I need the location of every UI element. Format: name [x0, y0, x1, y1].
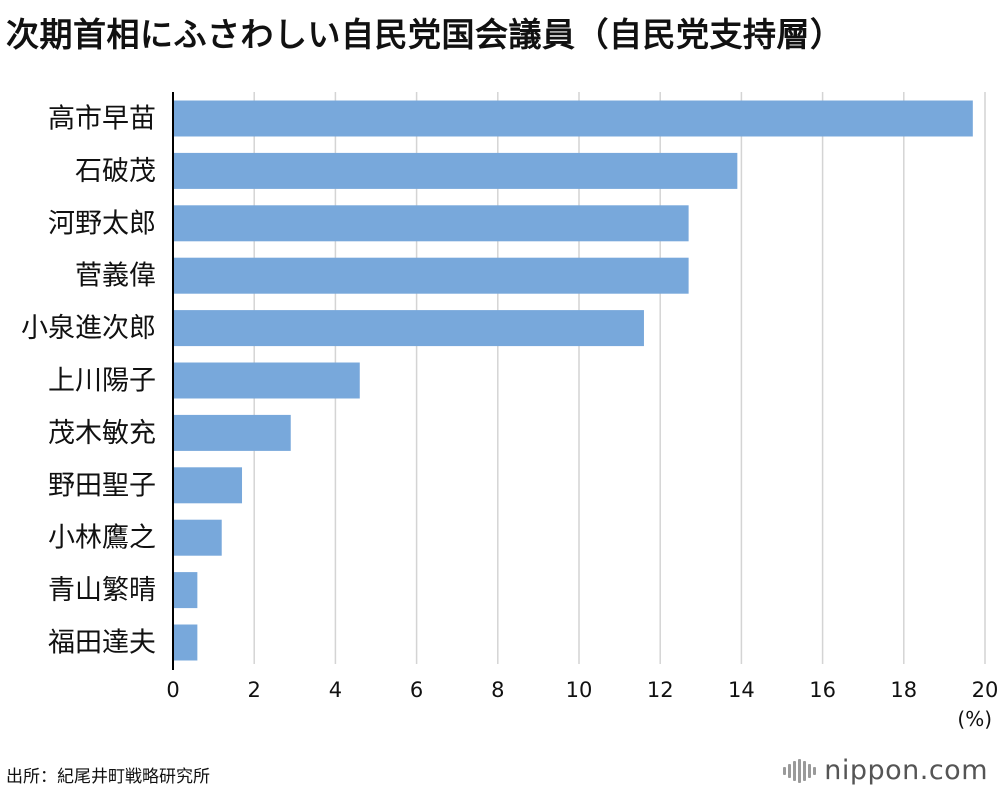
x-tick-label: 2: [248, 678, 261, 702]
category-label: 河野太郎: [48, 208, 156, 239]
category-label: 茂木敏充: [48, 418, 156, 449]
category-label: 石破茂: [75, 156, 156, 187]
x-tick-label: 18: [890, 678, 917, 702]
nippon-logo-bars-icon: [783, 758, 817, 783]
source-note: 出所：紀尾井町戦略研究所: [6, 767, 210, 787]
bar: [173, 100, 973, 137]
category-label: 小泉進次郎: [21, 313, 156, 344]
x-tick-label: 10: [566, 678, 593, 702]
x-tick-label: 6: [410, 678, 423, 702]
x-tick-label: 4: [329, 678, 342, 702]
bar: [173, 519, 222, 556]
category-label: 野田聖子: [48, 470, 156, 501]
bar: [173, 572, 198, 609]
bar: [173, 152, 738, 189]
nippon-logo[interactable]: nippon.com: [783, 755, 988, 786]
bar: [173, 257, 689, 294]
logo-text: nippon.com: [824, 755, 988, 786]
x-tick-label: 12: [647, 678, 674, 702]
category-label: 青山繁晴: [48, 575, 156, 606]
x-tick-label: 8: [491, 678, 504, 702]
x-tick-label: 0: [166, 678, 179, 702]
bar: [173, 414, 291, 451]
category-label: 小林鷹之: [48, 523, 156, 554]
x-tick-label: 20: [972, 678, 999, 702]
bar: [173, 624, 198, 661]
bar: [173, 205, 689, 242]
x-axis-unit-label: (%): [957, 707, 992, 731]
x-tick-label: 14: [728, 678, 755, 702]
bar: [173, 467, 243, 504]
bar: [173, 310, 644, 347]
category-label: 上川陽子: [48, 366, 156, 397]
chart-title: 次期首相にふさわしい自民党国会議員（自民党支持層）: [6, 15, 844, 54]
x-tick-label: 16: [809, 678, 836, 702]
bar: [173, 362, 360, 399]
category-label: 菅義偉: [75, 261, 156, 292]
category-label: 高市早苗: [48, 104, 156, 135]
category-label: 福田達夫: [48, 628, 156, 659]
